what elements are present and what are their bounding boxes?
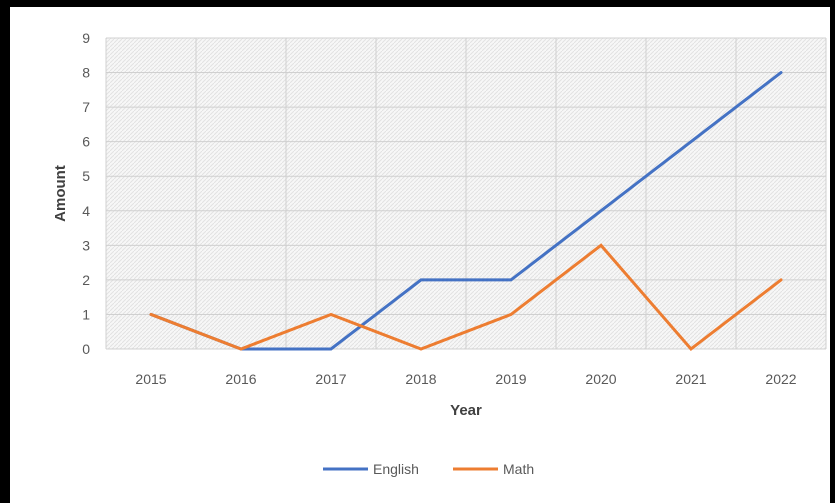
- x-tick-label: 2017: [315, 371, 346, 387]
- legend-item-math: Math: [453, 461, 534, 477]
- x-axis-title: Year: [450, 402, 482, 419]
- x-axis-ticks: 2015 2016 2017 2018 2019 2020 2021 2022: [135, 371, 796, 387]
- x-tick-label: 2015: [135, 371, 166, 387]
- y-tick-label: 1: [82, 306, 90, 322]
- series-line-math: [149, 243, 783, 352]
- series-lines: [149, 71, 783, 352]
- x-tick-label: 2018: [405, 371, 436, 387]
- series-line-english: [149, 71, 783, 351]
- y-axis-title: Amount: [52, 165, 69, 222]
- legend-label: Math: [503, 461, 534, 477]
- y-tick-label: 8: [82, 65, 90, 81]
- y-tick-label: 0: [82, 341, 90, 357]
- y-tick-label: 5: [82, 168, 90, 184]
- legend-item-english: English: [323, 461, 419, 477]
- y-tick-label: 3: [82, 237, 90, 253]
- y-axis-ticks: 0 1 2 3 4 5 6 7 8 9: [82, 30, 90, 357]
- legend: English Math: [323, 461, 534, 477]
- y-tick-label: 7: [82, 99, 90, 115]
- y-tick-label: 4: [82, 203, 90, 219]
- x-tick-label: 2020: [585, 371, 616, 387]
- y-tick-label: 6: [82, 134, 90, 150]
- x-tick-label: 2016: [225, 371, 256, 387]
- y-tick-label: 2: [82, 272, 90, 288]
- y-tick-label: 9: [82, 30, 90, 46]
- x-tick-label: 2022: [765, 371, 796, 387]
- legend-label: English: [373, 461, 419, 477]
- x-tick-label: 2019: [495, 371, 526, 387]
- x-tick-label: 2021: [675, 371, 706, 387]
